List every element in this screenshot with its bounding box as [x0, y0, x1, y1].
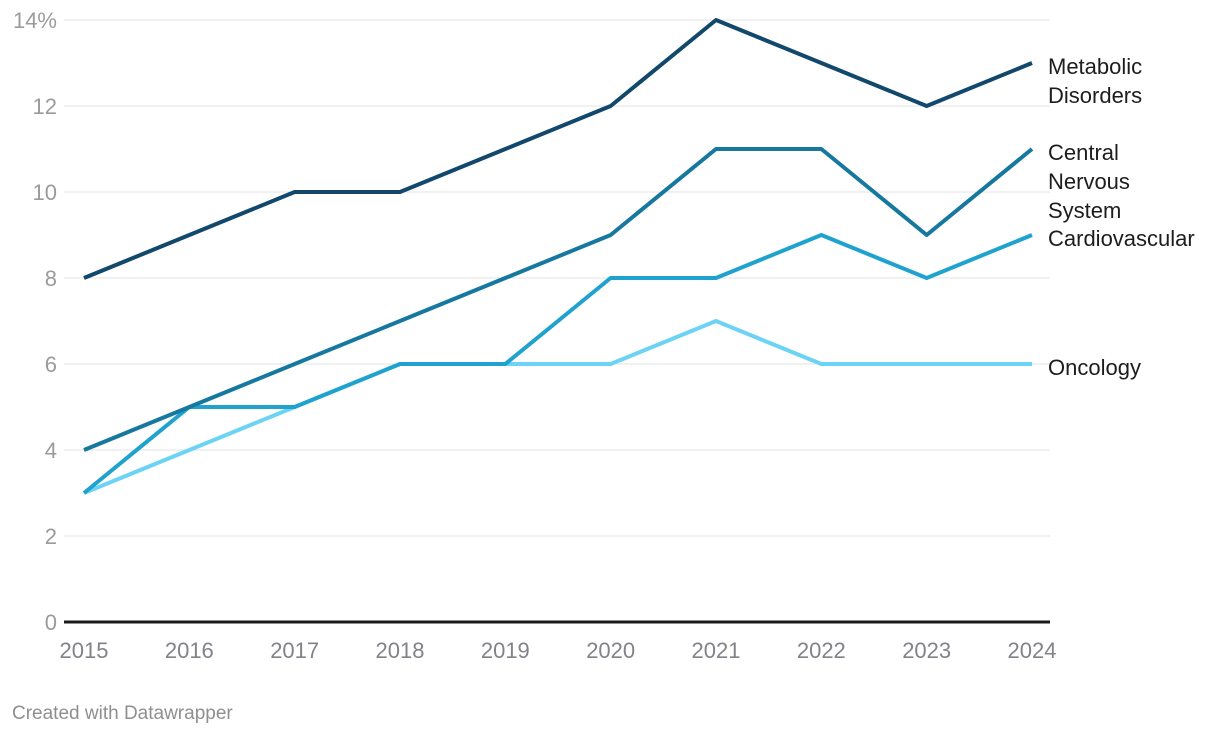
y-tick-label: 10: [33, 180, 57, 205]
x-tick-label: 2021: [692, 638, 741, 663]
series-line-central-nervous-system: [83, 147, 1034, 452]
x-tick-label: 2020: [586, 638, 635, 663]
series-label-line: Central: [1048, 140, 1119, 165]
x-tick-label: 2019: [481, 638, 530, 663]
x-tick-label: 2024: [1008, 638, 1057, 663]
series-label-line: Nervous: [1048, 169, 1130, 194]
x-tick-label: 2022: [797, 638, 846, 663]
x-tick-label: 2023: [902, 638, 951, 663]
series-line-oncology: [83, 319, 1032, 495]
series-label-central-nervous-system: Central Nervous System: [1048, 140, 1130, 223]
series-label-line: Oncology: [1048, 355, 1141, 380]
series-label-metabolic-disorders: Metabolic Disorders: [1048, 54, 1142, 108]
series-label-cardiovascular: Cardiovascular: [1048, 226, 1195, 251]
x-tick-label: 2015: [60, 638, 109, 663]
y-tick-label: 12: [33, 94, 57, 119]
x-tick-label: 2017: [270, 638, 319, 663]
y-tick-label: 6: [45, 352, 57, 377]
y-tick-label: 4: [45, 438, 57, 463]
y-tick-label: 8: [45, 266, 57, 291]
y-tick-label: 2: [45, 524, 57, 549]
y-tick-label: 14%: [13, 8, 57, 33]
series-label-oncology: Oncology: [1048, 355, 1141, 380]
series-line-metabolic-disorders: [83, 18, 1033, 280]
series-label-line: System: [1048, 198, 1121, 223]
series-label-line: Disorders: [1048, 83, 1142, 108]
datawrapper-credit: Created with Datawrapper: [12, 703, 233, 724]
y-tick-label: 0: [45, 610, 57, 635]
x-tick-label: 2018: [376, 638, 425, 663]
x-tick-label: 2016: [165, 638, 214, 663]
series-label-line: Cardiovascular: [1048, 226, 1195, 251]
series-label-line: Metabolic: [1048, 54, 1142, 79]
series-line-cardiovascular: [82, 233, 1033, 495]
